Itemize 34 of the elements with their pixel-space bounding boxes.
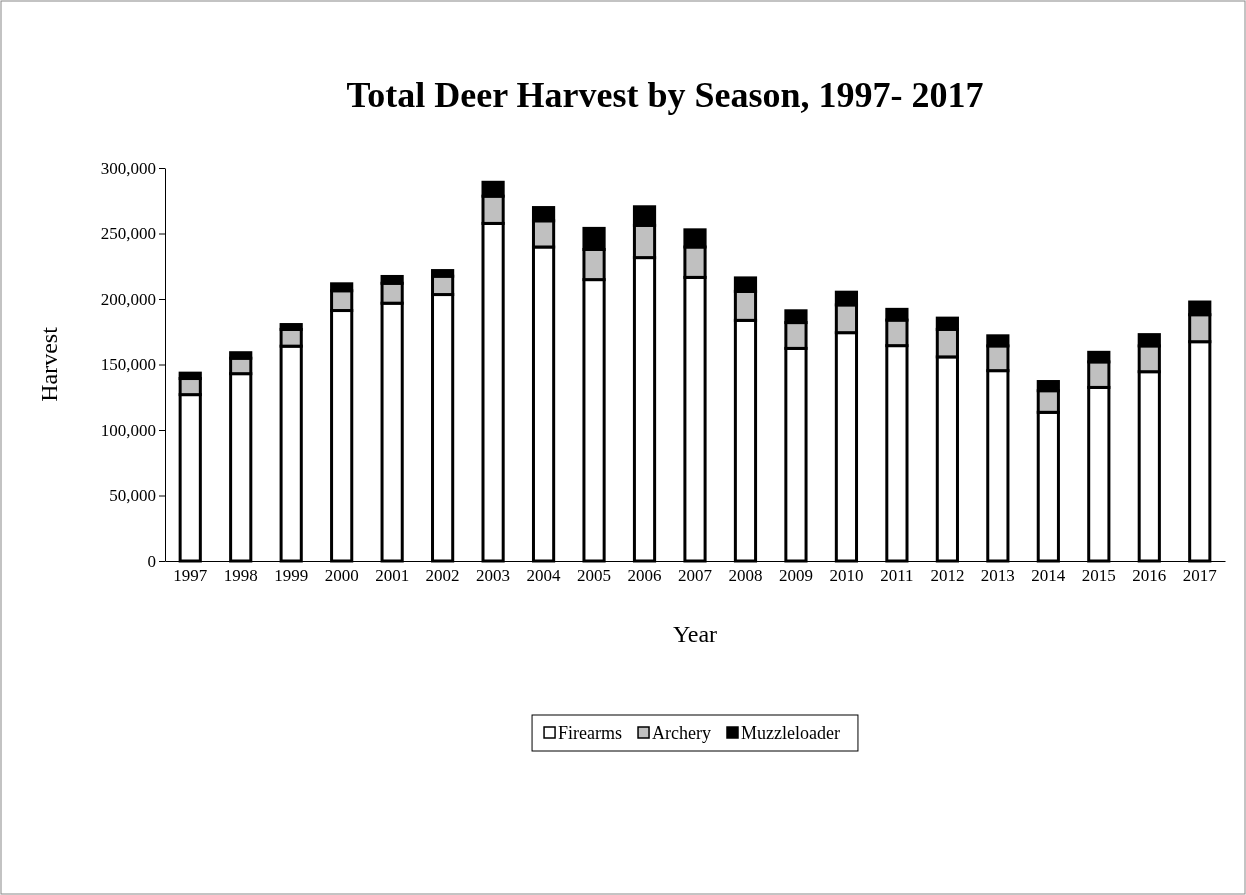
x-tick-label: 2002 (425, 566, 460, 586)
x-tick-label: 2006 (627, 566, 662, 586)
x-tick-label: 2010 (829, 566, 864, 586)
x-tick-label: 2012 (930, 566, 965, 586)
x-tick-label: 2015 (1081, 566, 1116, 586)
x-tick-label: 2001 (375, 566, 410, 586)
x-tick-label: 2004 (526, 566, 562, 586)
x-tick-label: 1997 (173, 566, 208, 586)
x-tick-label: 2013 (980, 566, 1015, 586)
y-tick-label: 50,000 (109, 486, 156, 506)
x-tick-label: 2003 (476, 566, 511, 586)
legend-label: Firearms (558, 723, 623, 743)
x-tick-label: 2011 (880, 566, 914, 586)
x-tick-label: 2007 (678, 566, 713, 586)
y-tick-label: 300,000 (100, 158, 156, 178)
legend-label: Muzzleloader (741, 723, 840, 743)
y-tick-label: 150,000 (100, 355, 156, 375)
x-tick-label: 2005 (577, 566, 612, 586)
y-tick-label: 100,000 (100, 420, 156, 440)
legend-label: Archery (652, 723, 711, 743)
x-tick-label: 1998 (223, 566, 258, 586)
x-axis-title: Year (672, 621, 718, 647)
x-tick-label: 2017 (1182, 566, 1218, 586)
x-tick-label: 1999 (274, 566, 309, 586)
y-tick-label: 250,000 (100, 224, 156, 244)
x-tick-label: 2000 (324, 566, 359, 586)
chart-title: Total Deer Harvest by Season, 1997- 2017 (346, 75, 984, 115)
y-tick-label: 0 (147, 551, 156, 571)
y-axis-title: Harvest (36, 326, 62, 402)
x-tick-label: 2008 (728, 566, 763, 586)
x-tick-label: 2014 (1031, 566, 1066, 586)
x-tick-label: 2016 (1132, 566, 1167, 586)
y-tick-label: 200,000 (100, 289, 156, 309)
x-tick-label: 2009 (778, 566, 813, 586)
